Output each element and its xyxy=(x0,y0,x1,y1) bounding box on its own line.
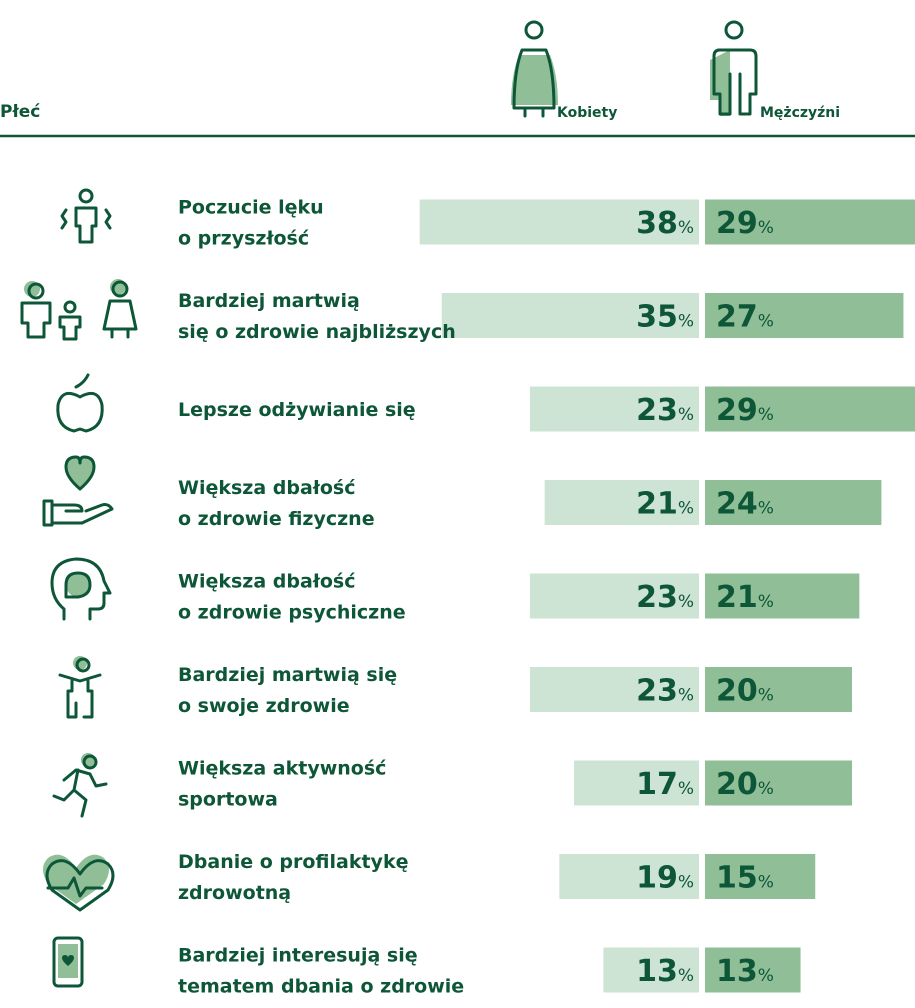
bar-women xyxy=(544,480,699,525)
value-label: 20% xyxy=(716,674,774,709)
value-label: 35% xyxy=(636,300,694,335)
value-label: 29% xyxy=(716,206,774,241)
value-label: 15% xyxy=(716,861,774,896)
bar-men xyxy=(705,667,852,712)
bar-men xyxy=(705,760,852,806)
bar-women xyxy=(419,199,699,245)
value-label: 23% xyxy=(636,393,694,428)
bar-women xyxy=(529,667,699,712)
value-label: 38% xyxy=(636,206,694,241)
bar-men xyxy=(705,947,801,993)
category-label: Większa dbałość o zdrowie fizyczne xyxy=(178,477,375,530)
value-label: 21% xyxy=(636,487,694,522)
category-label: Większa dbałość o zdrowie psychiczne xyxy=(178,571,406,624)
bar-women xyxy=(529,573,699,619)
category-label: Bardziej martwią się o zdrowie najbliższy… xyxy=(178,290,456,343)
value-label: 19% xyxy=(636,861,694,896)
category-label: Dbanie o profilaktykę zdrowotną xyxy=(178,851,408,904)
bar-men xyxy=(705,480,882,525)
category-label: Bardziej interesują się tematem dbania o … xyxy=(178,945,464,998)
category-label: Większa aktywność sportowa xyxy=(178,758,386,811)
value-label: 24% xyxy=(716,487,774,522)
legend-label: Mężczyźni xyxy=(760,105,840,121)
bar-women xyxy=(574,760,699,806)
bar-men xyxy=(705,293,904,338)
category-label: Bardziej martwią się o swoje zdrowie xyxy=(178,664,397,717)
value-label: 17% xyxy=(636,767,694,802)
value-label: 20% xyxy=(716,767,774,802)
legend-label: Kobiety xyxy=(557,105,617,121)
bar-women xyxy=(441,293,699,338)
value-label: 29% xyxy=(716,393,774,428)
bar-women xyxy=(559,854,699,899)
category-label: Poczucie lęku o przyszłość xyxy=(178,197,324,250)
value-label: 27% xyxy=(716,300,774,335)
category-label: Lepsze odżywianie się xyxy=(178,399,416,421)
bar-men xyxy=(705,386,915,432)
value-label: 21% xyxy=(716,580,774,615)
value-label: 23% xyxy=(636,674,694,709)
bar-women xyxy=(603,947,699,993)
bar-men xyxy=(705,573,860,619)
value-label: 23% xyxy=(636,580,694,615)
legend-icon-men xyxy=(710,20,758,116)
bar-women xyxy=(529,386,699,432)
value-label: 13% xyxy=(636,954,694,989)
legend-icon-women xyxy=(511,20,558,118)
chart-title: Płeć xyxy=(0,102,40,122)
category-icons xyxy=(20,188,138,988)
bar-men xyxy=(705,854,816,899)
value-label: 13% xyxy=(716,954,774,989)
bar-men xyxy=(705,199,915,245)
